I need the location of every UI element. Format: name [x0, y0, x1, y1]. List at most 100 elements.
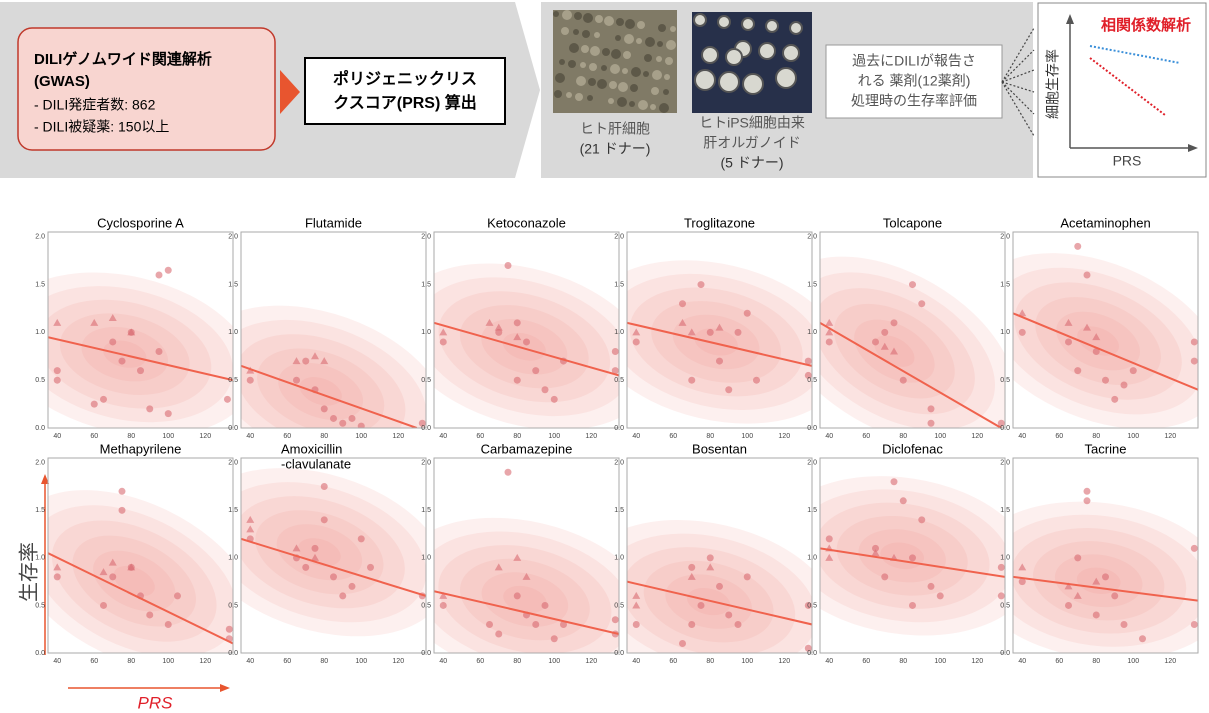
y-tick-label: 1.5 — [807, 281, 817, 288]
organoid — [694, 14, 706, 26]
point — [725, 386, 732, 393]
point — [1121, 381, 1128, 388]
point — [1084, 272, 1091, 279]
point — [532, 367, 539, 374]
point — [1074, 243, 1081, 250]
x-tick-label: 40 — [246, 433, 254, 440]
cell — [616, 18, 624, 26]
y-tick-label: 0.5 — [228, 602, 238, 609]
y-tick-label: 1.0 — [35, 555, 45, 562]
y-tick-label: 1.0 — [614, 329, 624, 336]
cell — [622, 68, 628, 74]
organoid — [759, 43, 775, 59]
x-tick-label: 100 — [1127, 658, 1139, 665]
panel-title: Methapyrilene — [100, 441, 182, 456]
panel-title: Bosentan — [692, 441, 747, 456]
cell — [630, 84, 638, 92]
y-tick-label: 2.0 — [421, 460, 431, 467]
gwas-title: DILIゲノムワイド関連解析 — [34, 50, 212, 68]
x-tick-label: 60 — [669, 658, 677, 665]
point — [612, 616, 619, 623]
y-tick-label: 0.5 — [1000, 377, 1010, 384]
gwas-item: - DILI被疑薬: 150以上 — [34, 119, 169, 135]
cell — [617, 97, 627, 107]
point — [551, 635, 558, 642]
point — [440, 602, 447, 609]
cell — [581, 45, 589, 53]
organoid — [743, 74, 763, 94]
point — [744, 573, 751, 580]
y-tick-label: 0.0 — [421, 425, 431, 432]
point — [302, 358, 309, 365]
x-tick-label: 60 — [862, 433, 870, 440]
cell — [665, 57, 673, 65]
point — [998, 592, 1005, 599]
point — [339, 592, 346, 599]
point — [744, 310, 751, 317]
cell — [589, 63, 597, 71]
y-tick-label: 1.0 — [614, 555, 624, 562]
y-tick-label: 0.0 — [807, 425, 817, 432]
point — [909, 281, 916, 288]
cell — [559, 59, 565, 65]
drug-text: 処理時の生存率評価 — [851, 93, 977, 109]
panel-title: Flutamide — [305, 215, 362, 230]
y-tick-label: 0.5 — [614, 377, 624, 384]
x-tick-label: 100 — [548, 433, 560, 440]
point — [937, 592, 944, 599]
cell — [562, 10, 572, 20]
cell — [638, 100, 648, 110]
point — [119, 488, 126, 495]
x-tick-label: 60 — [1055, 658, 1063, 665]
y-tick-label: 1.5 — [421, 507, 431, 514]
y-tick-label: 2.0 — [228, 234, 238, 241]
point — [551, 396, 558, 403]
y-tick-label: 1.0 — [807, 555, 817, 562]
y-tick-label: 1.0 — [228, 329, 238, 336]
point — [174, 592, 181, 599]
point — [633, 338, 640, 345]
point — [1074, 367, 1081, 374]
point — [54, 377, 61, 384]
x-tick-label: 120 — [585, 658, 597, 665]
point — [928, 583, 935, 590]
x-tick-label: 100 — [162, 658, 174, 665]
cell — [597, 79, 607, 89]
cell — [670, 26, 676, 32]
x-tick-label: 80 — [899, 658, 907, 665]
cell — [658, 24, 666, 32]
x-tick-label: 100 — [934, 658, 946, 665]
x-tick-label: 80 — [1092, 433, 1100, 440]
point — [918, 516, 925, 523]
x-tick-label: 60 — [283, 433, 291, 440]
cell — [601, 65, 607, 71]
cell — [595, 15, 603, 23]
point — [514, 592, 521, 599]
x-tick-label: 80 — [899, 433, 907, 440]
hepatocyte-image — [553, 10, 677, 113]
cell — [602, 48, 610, 56]
x-tick-label: 40 — [53, 433, 61, 440]
point — [358, 423, 365, 430]
point — [735, 329, 742, 336]
point — [1121, 621, 1128, 628]
x-tick-label: 40 — [825, 658, 833, 665]
x-tick-label: 120 — [1164, 433, 1176, 440]
point — [1102, 377, 1109, 384]
y-tick-label: 1.0 — [807, 329, 817, 336]
point — [486, 621, 493, 628]
y-tick-label: 1.0 — [1000, 555, 1010, 562]
y-tick-label: 0.0 — [35, 425, 45, 432]
point — [505, 469, 512, 476]
cell — [636, 38, 642, 44]
panel-title: Tolcapone — [883, 215, 942, 230]
point — [679, 640, 686, 647]
x-tick-label: 60 — [476, 658, 484, 665]
cell — [663, 89, 669, 95]
point — [165, 267, 172, 274]
x-tick-label: 80 — [320, 658, 328, 665]
x-label: PRS — [138, 693, 174, 712]
point — [1191, 338, 1198, 345]
x-tick-label: 40 — [632, 658, 640, 665]
inset-title: 相関係数解析 — [1101, 16, 1191, 34]
